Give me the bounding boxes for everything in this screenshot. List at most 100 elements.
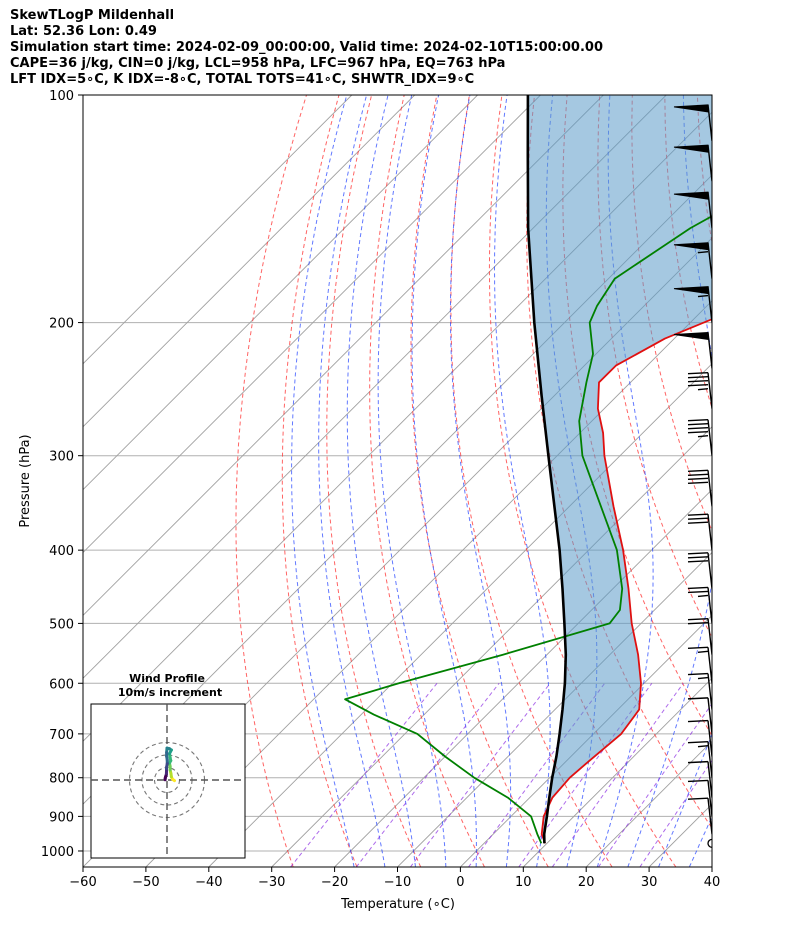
cape-line: CAPE=36 j/kg, CIN=0 j/kg, LCL=958 hPa, L… bbox=[10, 56, 506, 71]
isotherm-line bbox=[271, 426, 712, 867]
barb-flag bbox=[687, 376, 709, 379]
wind-barb bbox=[687, 697, 712, 734]
dry-adiabat bbox=[235, 95, 307, 867]
barb-flag bbox=[687, 779, 709, 783]
isotherm-line bbox=[83, 95, 416, 428]
isotherm-line bbox=[83, 95, 353, 365]
cape-fill-area bbox=[527, 95, 712, 844]
moist-adiabat bbox=[658, 732, 712, 867]
barb-flag bbox=[687, 473, 709, 477]
barb-staff bbox=[707, 552, 712, 589]
index-line: LFT IDX=5∘C, K IDX=-8∘C, TOTAL TOTS=41∘C… bbox=[10, 72, 475, 87]
cape-fill bbox=[527, 95, 712, 844]
x-axis-ticks: −60 −50 −40 −30 −20 −10 0 10 20 30 40 bbox=[69, 867, 720, 890]
x-tick-label: −20 bbox=[321, 875, 348, 890]
barb-flag bbox=[687, 372, 709, 375]
hodograph-subtitle: 10m/s increment bbox=[118, 686, 222, 699]
moist-adiabat bbox=[377, 95, 447, 867]
wind-barb bbox=[687, 552, 712, 589]
barb-flag bbox=[687, 622, 709, 625]
mixing-ratio-line bbox=[639, 759, 712, 867]
barb-flag bbox=[687, 697, 709, 700]
wind-barb bbox=[673, 144, 712, 182]
x-tick-label: −60 bbox=[69, 875, 96, 890]
dry-adiabat bbox=[326, 95, 422, 867]
barb-half-flag bbox=[697, 745, 709, 748]
mixing-ratio-line bbox=[597, 702, 712, 867]
moist-adiabat bbox=[291, 95, 355, 867]
barb-flag bbox=[687, 586, 709, 590]
barb-pennant bbox=[673, 286, 709, 295]
y-tick-label: 100 bbox=[49, 89, 74, 104]
wind-barb bbox=[687, 372, 712, 409]
barb-staff bbox=[707, 618, 712, 655]
wind-barb bbox=[687, 618, 712, 655]
mixing-ratio-line bbox=[468, 683, 606, 867]
y-tick-label: 900 bbox=[49, 810, 74, 825]
barb-staff bbox=[707, 419, 712, 456]
barb-staff bbox=[707, 145, 712, 182]
chart-title: SkewTLogP Mildenhall bbox=[10, 8, 175, 23]
wind-barb bbox=[707, 838, 712, 848]
barb-staff bbox=[707, 798, 712, 835]
barb-pennant bbox=[673, 104, 709, 113]
barb-staff bbox=[707, 286, 712, 323]
calm-circle bbox=[707, 838, 712, 848]
barb-staff bbox=[707, 192, 712, 229]
barb-staff bbox=[707, 587, 712, 624]
barb-flag bbox=[687, 552, 709, 555]
wind-barb bbox=[673, 191, 712, 229]
barb-flag bbox=[687, 560, 709, 563]
wind-barb bbox=[687, 779, 712, 817]
moist-adiabat bbox=[346, 95, 416, 867]
barb-flag bbox=[687, 418, 709, 422]
dry-adiabat bbox=[730, 95, 794, 867]
mixing-ratio-line bbox=[355, 682, 500, 867]
barb-flag bbox=[687, 590, 709, 594]
barb-flag bbox=[687, 517, 709, 520]
barb-staff bbox=[707, 242, 712, 279]
parcel-line bbox=[526, 95, 568, 844]
wind-barb bbox=[673, 104, 712, 141]
hodograph-plot bbox=[91, 704, 245, 858]
dry-adiabat bbox=[631, 95, 712, 532]
dry-adiabats bbox=[235, 95, 794, 867]
dry-adiabat bbox=[281, 95, 358, 867]
location-line: Lat: 52.36 Lon: 0.49 bbox=[10, 24, 157, 39]
x-tick-label: 40 bbox=[704, 875, 721, 890]
barb-flag bbox=[687, 513, 709, 516]
barb-staff bbox=[707, 697, 712, 734]
moist-adiabat bbox=[411, 95, 477, 867]
barb-pennant bbox=[673, 144, 709, 153]
barb-half-flag bbox=[697, 294, 709, 298]
barb-pennant bbox=[673, 242, 709, 251]
y-tick-label: 500 bbox=[49, 617, 74, 632]
moist-adiabat bbox=[627, 95, 712, 867]
barb-half-flag bbox=[697, 388, 709, 391]
barb-staff bbox=[707, 647, 712, 684]
y-tick-label: 600 bbox=[49, 677, 74, 692]
wind-barb bbox=[687, 760, 712, 798]
wind-barb bbox=[687, 646, 712, 684]
barb-staff bbox=[707, 741, 712, 778]
barb-flag bbox=[687, 760, 709, 764]
barb-flag bbox=[687, 672, 709, 676]
chart-title-block: SkewTLogP Mildenhall Lat: 52.36 Lon: 0.4… bbox=[10, 8, 603, 88]
barb-flag bbox=[687, 521, 709, 524]
x-tick-label: −10 bbox=[384, 875, 411, 890]
isotherm-line bbox=[522, 677, 712, 867]
dewpoint-line bbox=[344, 215, 712, 844]
y-tick-label: 400 bbox=[49, 544, 74, 559]
wind-barb bbox=[687, 719, 712, 757]
dry-adiabat bbox=[450, 95, 613, 867]
y-tick-label: 300 bbox=[49, 450, 74, 465]
wind-barb bbox=[687, 741, 712, 778]
barb-staff bbox=[707, 104, 712, 141]
isotherm-line bbox=[83, 95, 604, 617]
x-tick-label: 30 bbox=[641, 875, 658, 890]
barb-staff bbox=[707, 470, 712, 507]
barb-half-flag bbox=[697, 650, 709, 653]
mixing-ratio-lines bbox=[290, 682, 712, 867]
x-tick-label: −50 bbox=[132, 875, 159, 890]
barb-flag bbox=[687, 426, 709, 430]
